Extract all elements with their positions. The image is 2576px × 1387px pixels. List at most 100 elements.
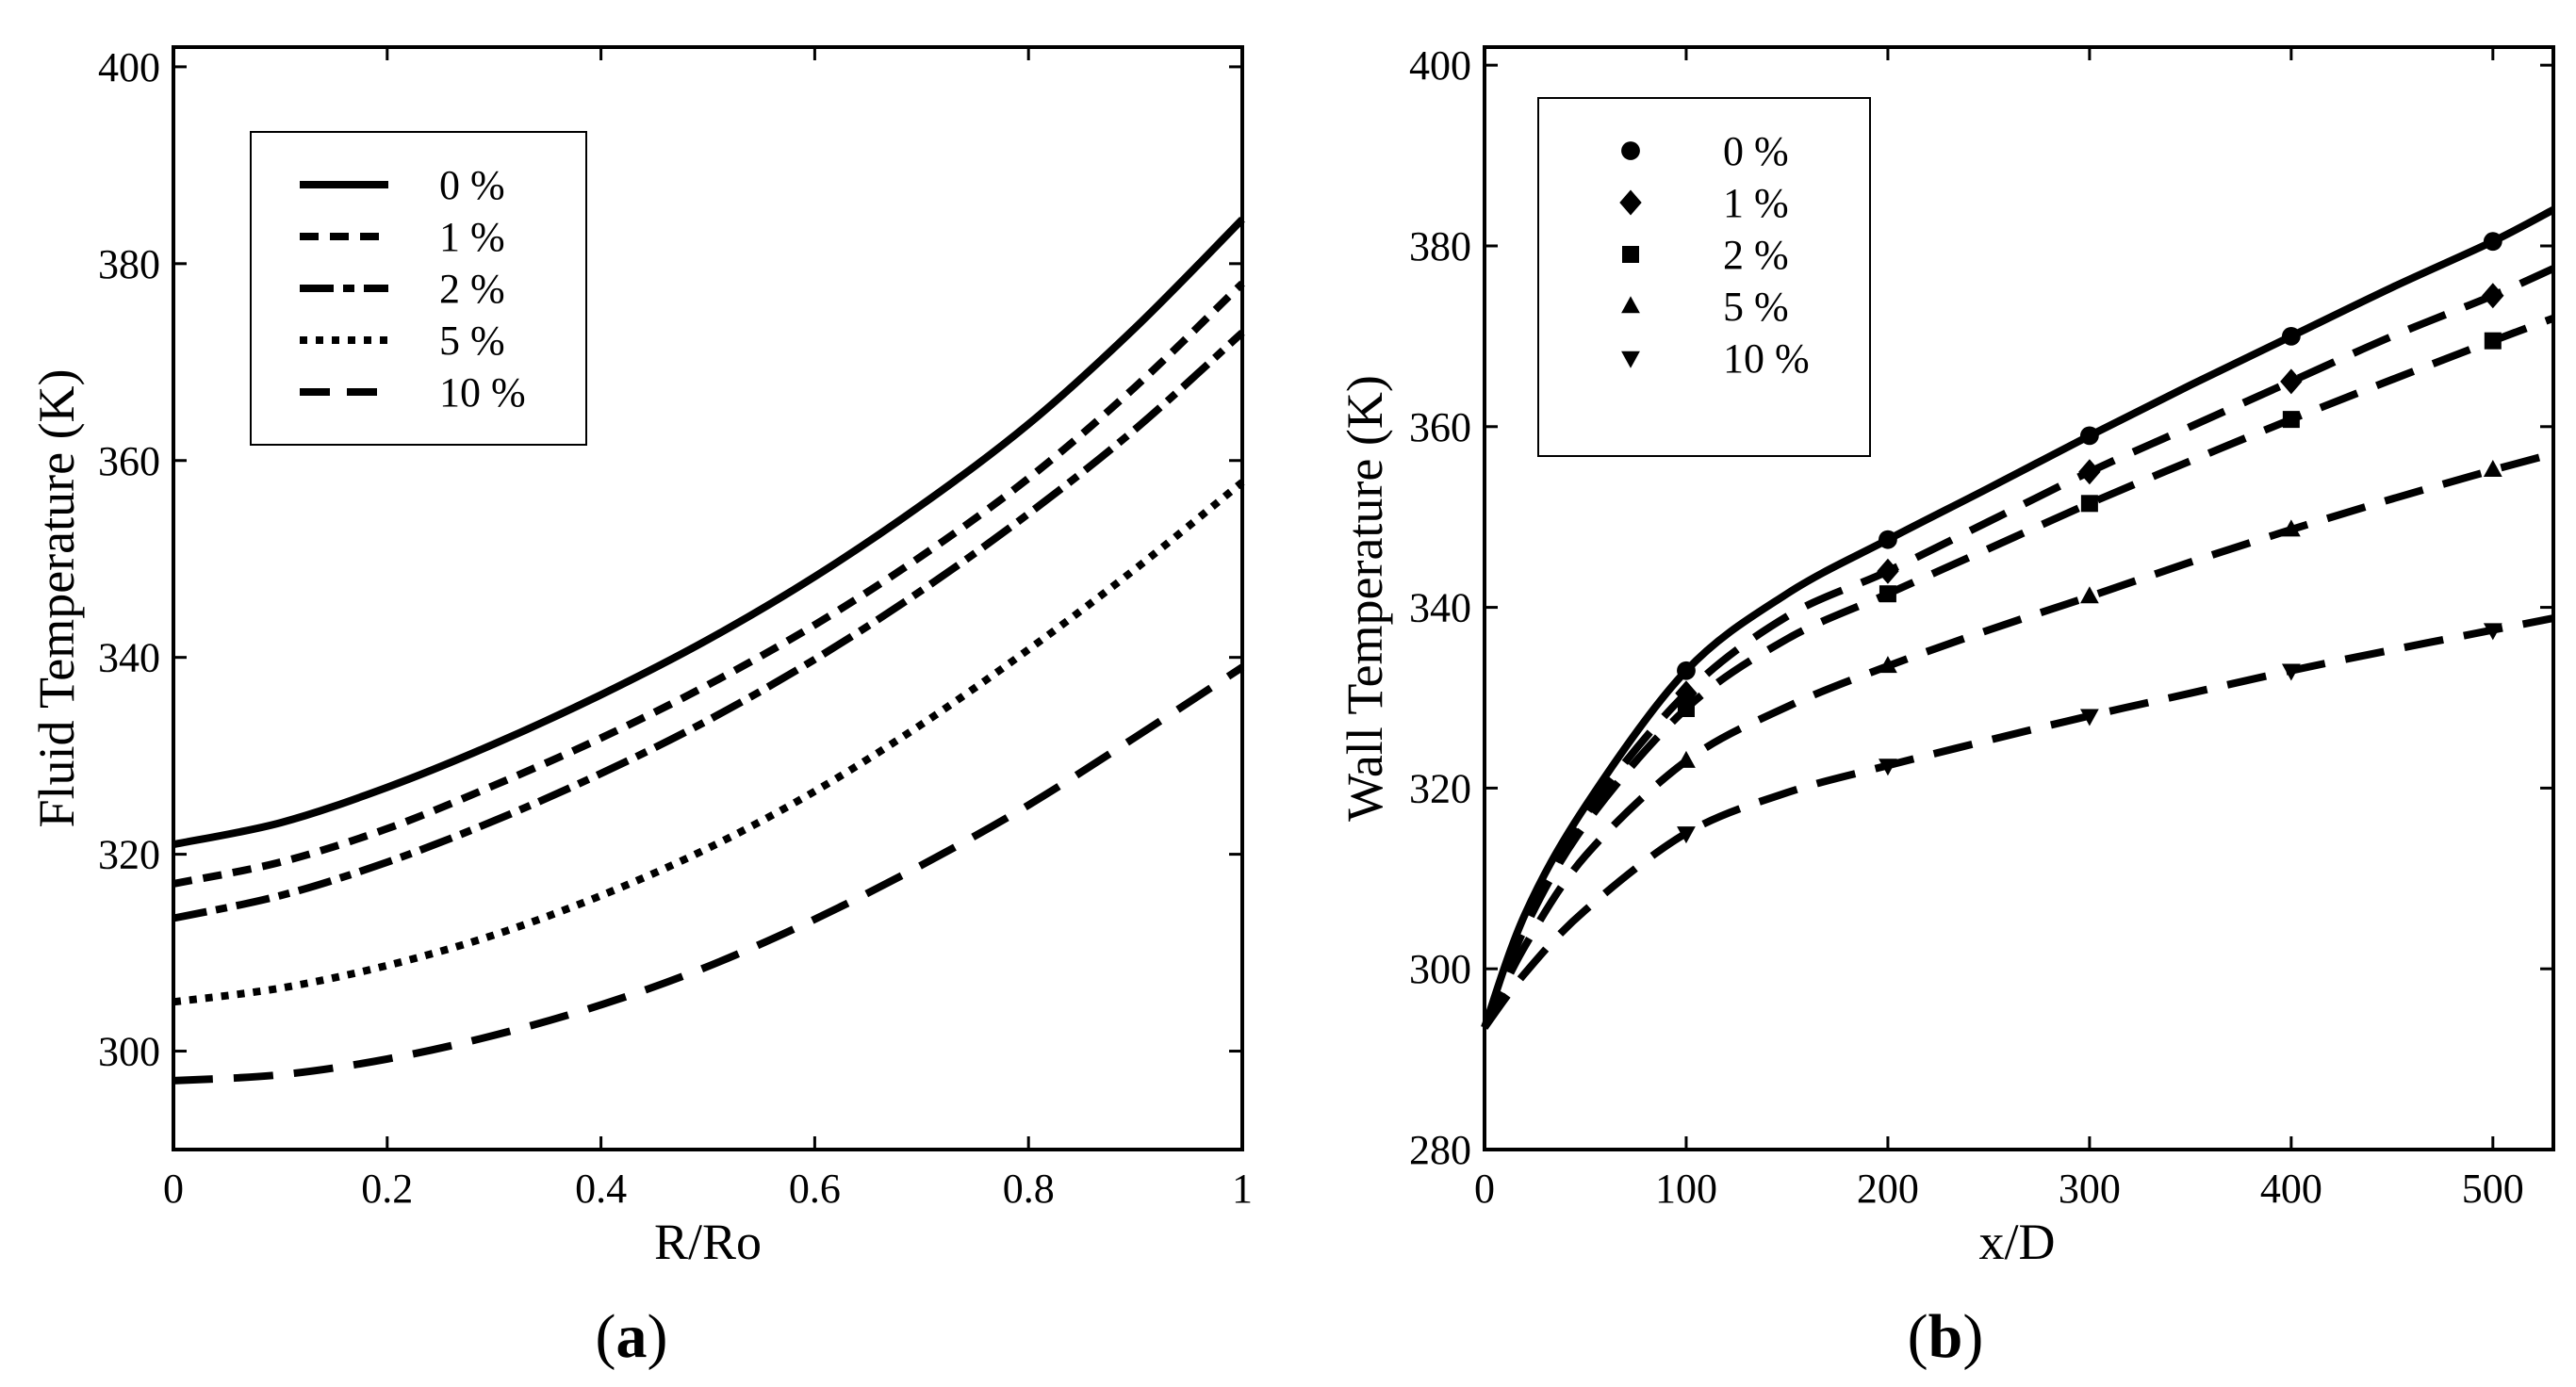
panel-a-x-axis-label: R/Ro bbox=[654, 1214, 762, 1270]
panel-b-legend-box bbox=[1537, 97, 1871, 457]
panel-b-legend-marker-2 bbox=[1622, 246, 1639, 263]
panel-b-series-2-marker bbox=[2282, 411, 2300, 429]
panel-b-legend-items: 0 % 1 % 2 % 5 % 10 % bbox=[1619, 128, 1810, 382]
panel-b-series-4-marker bbox=[2483, 623, 2502, 641]
panel-b-series-line-1 bbox=[1481, 265, 2555, 1029]
panel-b-y-tick-label: 360 bbox=[1409, 404, 1471, 450]
panel-a-x-tick-labels: 0 0.2 0.4 0.6 0.8 1 bbox=[163, 1166, 1253, 1212]
panel-b-legend-marker-3 bbox=[1621, 296, 1640, 314]
panel-b-series-3-marker bbox=[1677, 750, 1696, 768]
panel-b-series-3-marker bbox=[1879, 656, 1897, 674]
panel-a-y-tick-label: 300 bbox=[98, 1029, 160, 1075]
panel-a-legend: 0 % 1 % 2 % 5 % 10 % bbox=[250, 131, 587, 446]
panel-b-tick-marks bbox=[1483, 47, 2553, 1151]
panel-b-series-4-marker bbox=[1677, 826, 1696, 844]
panel-a-y-tick-label: 380 bbox=[98, 241, 160, 287]
panel-a-x-tick-label: 0.4 bbox=[575, 1166, 627, 1212]
panel-b-x-tick-label: 400 bbox=[2260, 1166, 2322, 1212]
panel-b-legend-marker-0 bbox=[1621, 141, 1640, 160]
panel-a-legend-label-0: 0 % bbox=[439, 162, 505, 208]
panel-b-legend-label-2: 2 % bbox=[1723, 232, 1789, 278]
panel-b-series-4-marker bbox=[2079, 709, 2099, 726]
panel-b-label-letter: b bbox=[1928, 1302, 1963, 1371]
panel-a-y-tick-label: 400 bbox=[98, 44, 160, 90]
panel-a-fluid-temperature-chart: 0 0.2 0.4 0.6 0.8 1 300 320 340 360 380 400 R/Ro F… bbox=[28, 44, 1253, 1371]
panel-a-y-tick-label: 340 bbox=[98, 635, 160, 681]
panel-b-series-4-marker bbox=[2281, 663, 2301, 681]
panel-a-x-tick-label: 1 bbox=[1232, 1166, 1253, 1212]
panel-a-label-close: ) bbox=[648, 1302, 668, 1371]
panel-a-series-line-0 bbox=[172, 216, 1245, 849]
panel-a-series-line-2 bbox=[172, 329, 1245, 922]
panel-a-x-tick-label: 0.6 bbox=[789, 1166, 841, 1212]
panel-a-series-line-3 bbox=[172, 479, 1245, 1006]
panel-b-series-2-marker bbox=[1677, 700, 1695, 717]
panel-a-legend-label-2: 2 % bbox=[439, 266, 505, 312]
panel-b-series-3-marker bbox=[2079, 586, 2099, 604]
panel-b-series-0-marker bbox=[1879, 530, 1897, 549]
panel-b-label: (b) bbox=[1908, 1302, 1984, 1371]
panel-a-x-tick-label: 0.2 bbox=[361, 1166, 413, 1212]
panel-a-tick-marks bbox=[172, 47, 1244, 1150]
panel-b-y-tick-label: 400 bbox=[1409, 42, 1471, 89]
panel-b-series-line-4 bbox=[1481, 614, 2554, 1030]
panel-b-legend-label-4: 10 % bbox=[1723, 335, 1810, 382]
panel-a-label-open: ( bbox=[596, 1302, 616, 1371]
panel-b-series-lines bbox=[1481, 206, 2555, 1030]
panel-a-series-line-4 bbox=[172, 663, 1245, 1085]
panel-a-legend-label-1: 1 % bbox=[439, 214, 505, 260]
panel-b-legend-marker-4 bbox=[1621, 351, 1640, 368]
panel-b-x-tick-label: 100 bbox=[1655, 1166, 1717, 1212]
panel-a-legend-label-3: 5 % bbox=[439, 318, 505, 364]
panel-b-series-1-marker bbox=[1675, 680, 1698, 707]
panel-b-series-1-marker bbox=[2078, 459, 2101, 485]
panel-b-legend-label-1: 1 % bbox=[1723, 180, 1789, 226]
panel-b-label-close: ) bbox=[1962, 1302, 1983, 1371]
panel-b-label-open: ( bbox=[1908, 1302, 1928, 1371]
panel-b-y-tick-label: 280 bbox=[1409, 1127, 1471, 1173]
panel-b-wall-temperature-chart: 0 100 200 300 400 500 280 300 320 340 360 380 400 x… bbox=[1337, 42, 2555, 1371]
panel-b-x-tick-label: 300 bbox=[2059, 1166, 2121, 1212]
panel-b-series-0-marker bbox=[2483, 232, 2502, 252]
panel-b-x-tick-label: 0 bbox=[1474, 1166, 1495, 1212]
panel-b-y-tick-label: 340 bbox=[1409, 585, 1471, 631]
panel-a-label-letter: a bbox=[616, 1302, 648, 1371]
panel-b-legend-label-3: 5 % bbox=[1723, 284, 1789, 330]
panel-a-legend-items: 0 % 1 % 2 % 5 % 10 % bbox=[300, 162, 526, 416]
panel-b-x-tick-labels: 0 100 200 300 400 500 bbox=[1474, 1166, 2524, 1212]
panel-a-legend-label-4: 10 % bbox=[439, 369, 526, 416]
panel-b-x-tick-label: 200 bbox=[1857, 1166, 1919, 1212]
panel-b-x-axis-label: x/D bbox=[1979, 1214, 2056, 1270]
panel-b-y-axis-label: Wall Temperature (K) bbox=[1337, 375, 1393, 822]
panel-b-series-markers bbox=[1675, 232, 2504, 844]
panel-b-series-3-marker bbox=[2483, 460, 2502, 478]
panel-b-series-0-marker bbox=[2281, 326, 2301, 346]
panel-a-series-line-1 bbox=[172, 280, 1245, 888]
panel-b-plot-frame bbox=[1483, 45, 2555, 1151]
panel-b-series-1-marker bbox=[2280, 368, 2303, 395]
panel-b-series-2-marker bbox=[2080, 495, 2098, 513]
panel-b-series-2-marker bbox=[1879, 585, 1896, 603]
panel-a-series-lines bbox=[172, 216, 1245, 1085]
panel-b-series-line-2 bbox=[1481, 314, 2555, 1030]
panel-b-legend-label-0: 0 % bbox=[1723, 128, 1789, 174]
panel-a-y-tick-label: 320 bbox=[98, 832, 160, 878]
panel-b-series-3-marker bbox=[2281, 519, 2301, 537]
panel-b-series-4-marker bbox=[1879, 759, 1897, 776]
panel-a-label: (a) bbox=[596, 1302, 668, 1371]
panel-a-y-axis-label: Fluid Temperature (K) bbox=[28, 368, 85, 827]
panel-b-x-tick-label: 500 bbox=[2462, 1166, 2524, 1212]
panel-b-series-1-marker bbox=[2482, 283, 2504, 309]
panel-b-legend: 0 % 1 % 2 % 5 % 10 % bbox=[1537, 97, 1871, 457]
panel-b-y-tick-label: 380 bbox=[1409, 223, 1471, 269]
panel-b-series-0-marker bbox=[2079, 426, 2099, 446]
panel-b-y-tick-label: 300 bbox=[1409, 946, 1471, 992]
panel-b-y-tick-label: 320 bbox=[1409, 765, 1471, 811]
panel-b-legend-marker-1 bbox=[1619, 189, 1642, 216]
panel-b-series-2-marker bbox=[2484, 332, 2502, 350]
panel-a-x-tick-label: 0.8 bbox=[1003, 1166, 1055, 1212]
panel-b-series-line-3 bbox=[1481, 449, 2555, 1030]
panel-a-y-tick-labels: 300 320 340 360 380 400 bbox=[98, 44, 160, 1075]
panel-b-y-tick-labels: 280 300 320 340 360 380 400 bbox=[1409, 42, 1471, 1173]
